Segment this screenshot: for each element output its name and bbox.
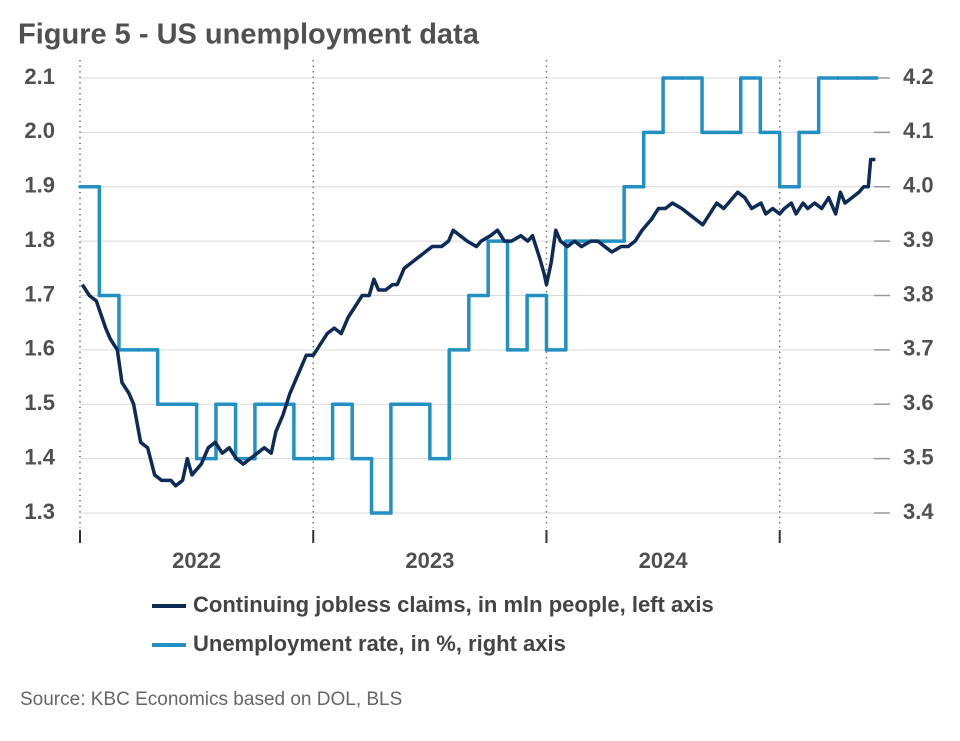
y2-tick-label: 3.4 xyxy=(903,499,934,524)
y-tick-label: 2.1 xyxy=(24,64,55,89)
y2-tick-label: 4.0 xyxy=(903,173,934,198)
x-tick-label: 2022 xyxy=(172,548,221,573)
y2-tick-label: 3.9 xyxy=(903,227,934,252)
y-tick-label: 2.0 xyxy=(24,118,55,143)
y2-tick-label: 4.2 xyxy=(903,64,934,89)
y-tick-label: 1.3 xyxy=(24,499,55,524)
x-tick-label: 2024 xyxy=(639,548,689,573)
y2-tick-label: 3.7 xyxy=(903,336,934,361)
series-line xyxy=(80,157,876,488)
chart-title: Figure 5 - US unemployment data xyxy=(18,19,480,51)
y-tick-label: 1.6 xyxy=(24,336,55,361)
y2-tick-label: 3.6 xyxy=(903,390,934,415)
y2-tick-label: 4.1 xyxy=(903,118,934,143)
source-note: Source: KBC Economics based on DOL, BLS xyxy=(20,689,402,710)
y2-tick-label: 3.8 xyxy=(903,281,934,306)
y-tick-label: 1.4 xyxy=(24,444,55,469)
x-tick-label: 2023 xyxy=(405,548,454,573)
y-tick-label: 1.7 xyxy=(24,281,55,306)
y2-tick-label: 3.5 xyxy=(903,444,934,469)
legend-label: Unemployment rate, in %, right axis xyxy=(193,631,566,656)
legend-label: Continuing jobless claims, in mln people… xyxy=(193,592,714,617)
y-tick-label: 1.8 xyxy=(24,227,55,252)
y-tick-label: 1.5 xyxy=(24,390,55,415)
y-tick-label: 1.9 xyxy=(24,173,55,198)
